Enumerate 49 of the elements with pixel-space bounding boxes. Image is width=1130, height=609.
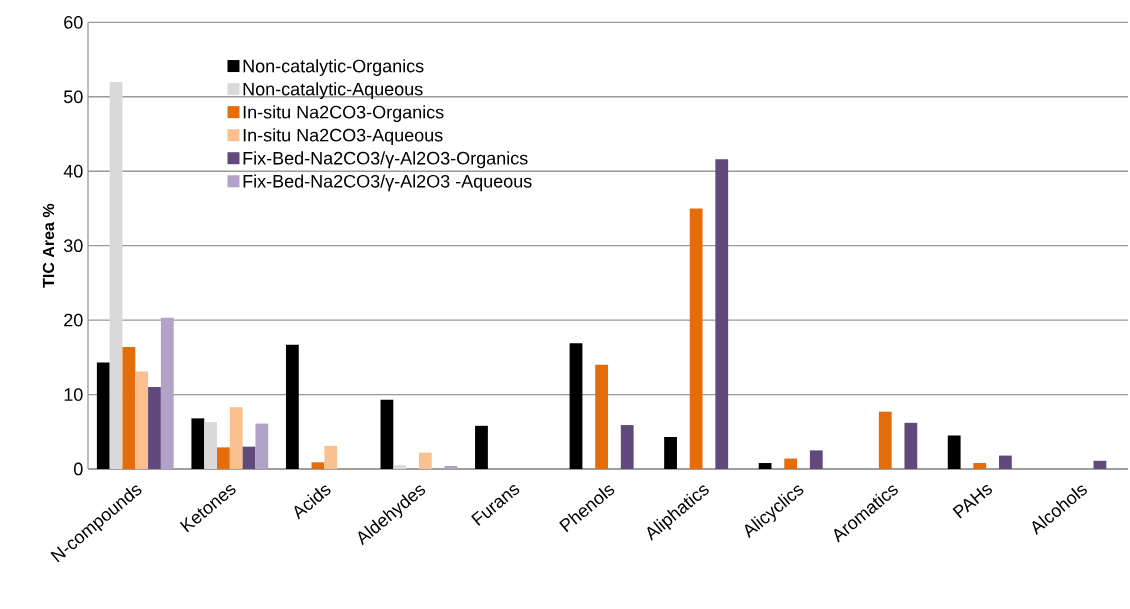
bar xyxy=(664,436,677,469)
bar xyxy=(255,423,269,469)
bar xyxy=(569,343,583,469)
y-tick-label: 30 xyxy=(63,239,83,253)
bar xyxy=(135,371,149,469)
bar xyxy=(784,458,798,469)
bar xyxy=(475,425,488,469)
y-tick-label: 0 xyxy=(74,462,83,476)
bar xyxy=(380,399,394,469)
bar xyxy=(444,466,458,469)
bar xyxy=(191,418,205,469)
bar xyxy=(418,452,432,469)
bar xyxy=(96,362,110,469)
bar xyxy=(204,422,218,469)
bar xyxy=(311,462,325,469)
legend-label: Non-catalytic-Aqueous xyxy=(243,82,423,100)
y-tick-label: 60 xyxy=(64,15,83,29)
bar xyxy=(122,346,136,469)
bar xyxy=(242,446,256,469)
legend-label: In-situ Na2CO3-Organics xyxy=(243,105,444,123)
bar xyxy=(758,463,772,469)
bar xyxy=(324,445,338,469)
y-axis-title: TIC Area % xyxy=(42,203,55,288)
bar xyxy=(217,447,230,469)
bar xyxy=(947,435,961,469)
bar xyxy=(160,317,174,469)
bar xyxy=(998,455,1012,469)
y-tick-label: 20 xyxy=(64,313,83,327)
bar xyxy=(109,81,123,469)
legend-label: Fix-Bed-Na2CO3/γ-Al2O3 -Aqueous xyxy=(243,174,532,192)
bar xyxy=(689,208,703,469)
bar xyxy=(715,159,729,469)
bar xyxy=(878,411,892,469)
y-tick-label: 10 xyxy=(64,388,83,401)
bar xyxy=(148,387,161,469)
bar xyxy=(620,425,634,469)
legend-label: Non-catalytic-Organics xyxy=(243,59,424,76)
bar xyxy=(285,344,299,469)
bar xyxy=(1093,460,1107,469)
bar xyxy=(393,465,407,469)
y-tick-label: 40 xyxy=(63,164,83,178)
bar xyxy=(229,407,243,469)
bar xyxy=(809,450,823,469)
y-tick-label: 50 xyxy=(63,90,83,104)
bar xyxy=(595,364,609,469)
bar xyxy=(973,463,987,469)
bar xyxy=(904,422,918,469)
legend-label: In-situ Na2CO3-Aqueous xyxy=(243,128,443,146)
legend-label: Fix-Bed-Na2CO3/γ-Al2O3-Organics xyxy=(243,151,528,169)
